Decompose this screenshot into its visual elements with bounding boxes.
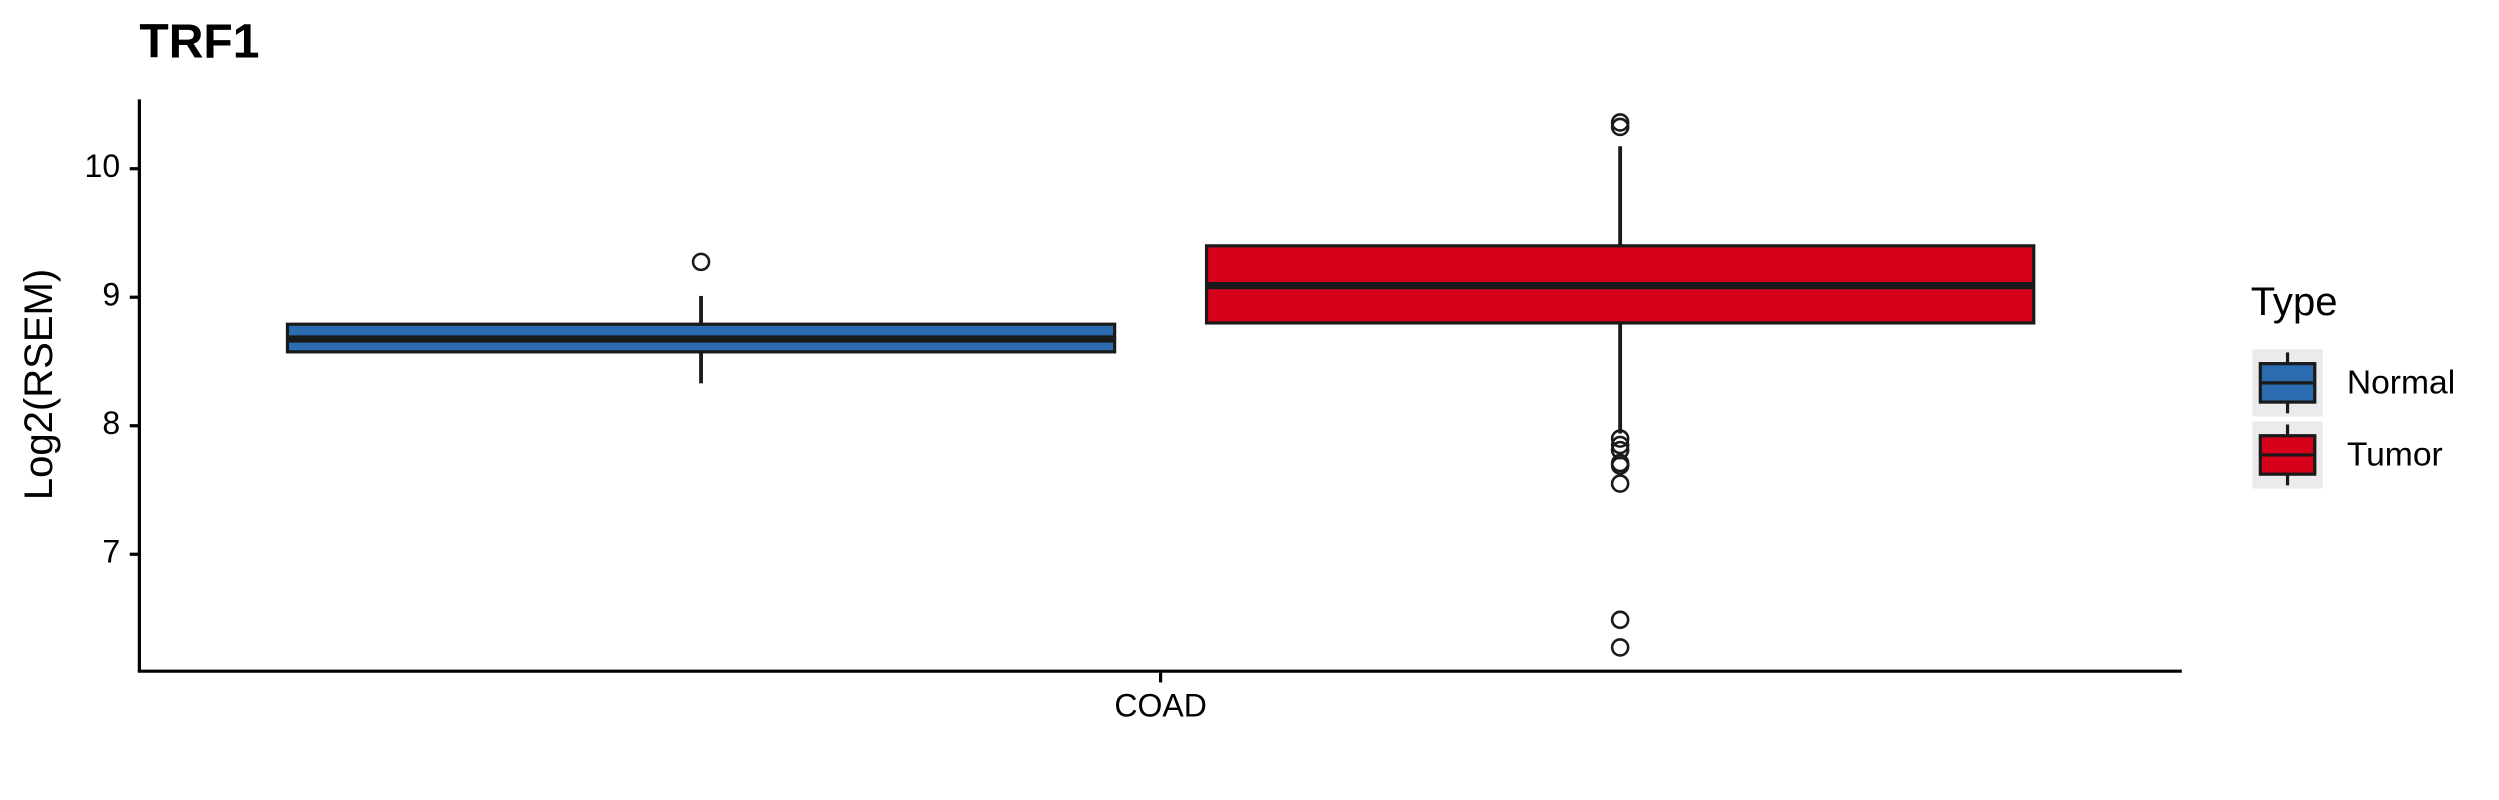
outlier: [1610, 429, 1630, 448]
outlier: [1610, 435, 1630, 455]
legend-label: Tumor: [2347, 436, 2443, 473]
outlier: [1610, 474, 1630, 493]
legend-title: Type: [2251, 280, 2338, 324]
outlier: [1610, 456, 1630, 475]
legend-label: Normal: [2347, 364, 2455, 401]
outlier: [691, 252, 711, 272]
y-tick-label: 8: [102, 405, 120, 441]
y-tick-label: 10: [85, 148, 121, 184]
y-tick-label: 9: [102, 277, 120, 313]
y-axis-label: Log2(RSEM): [17, 269, 61, 500]
y-tick-label: 7: [102, 534, 120, 570]
outlier: [1610, 638, 1630, 657]
outlier: [1610, 610, 1630, 630]
x-tick-label: COAD: [1114, 688, 1207, 724]
chart-title: TRF1: [139, 16, 259, 69]
outlier: [1610, 117, 1630, 137]
